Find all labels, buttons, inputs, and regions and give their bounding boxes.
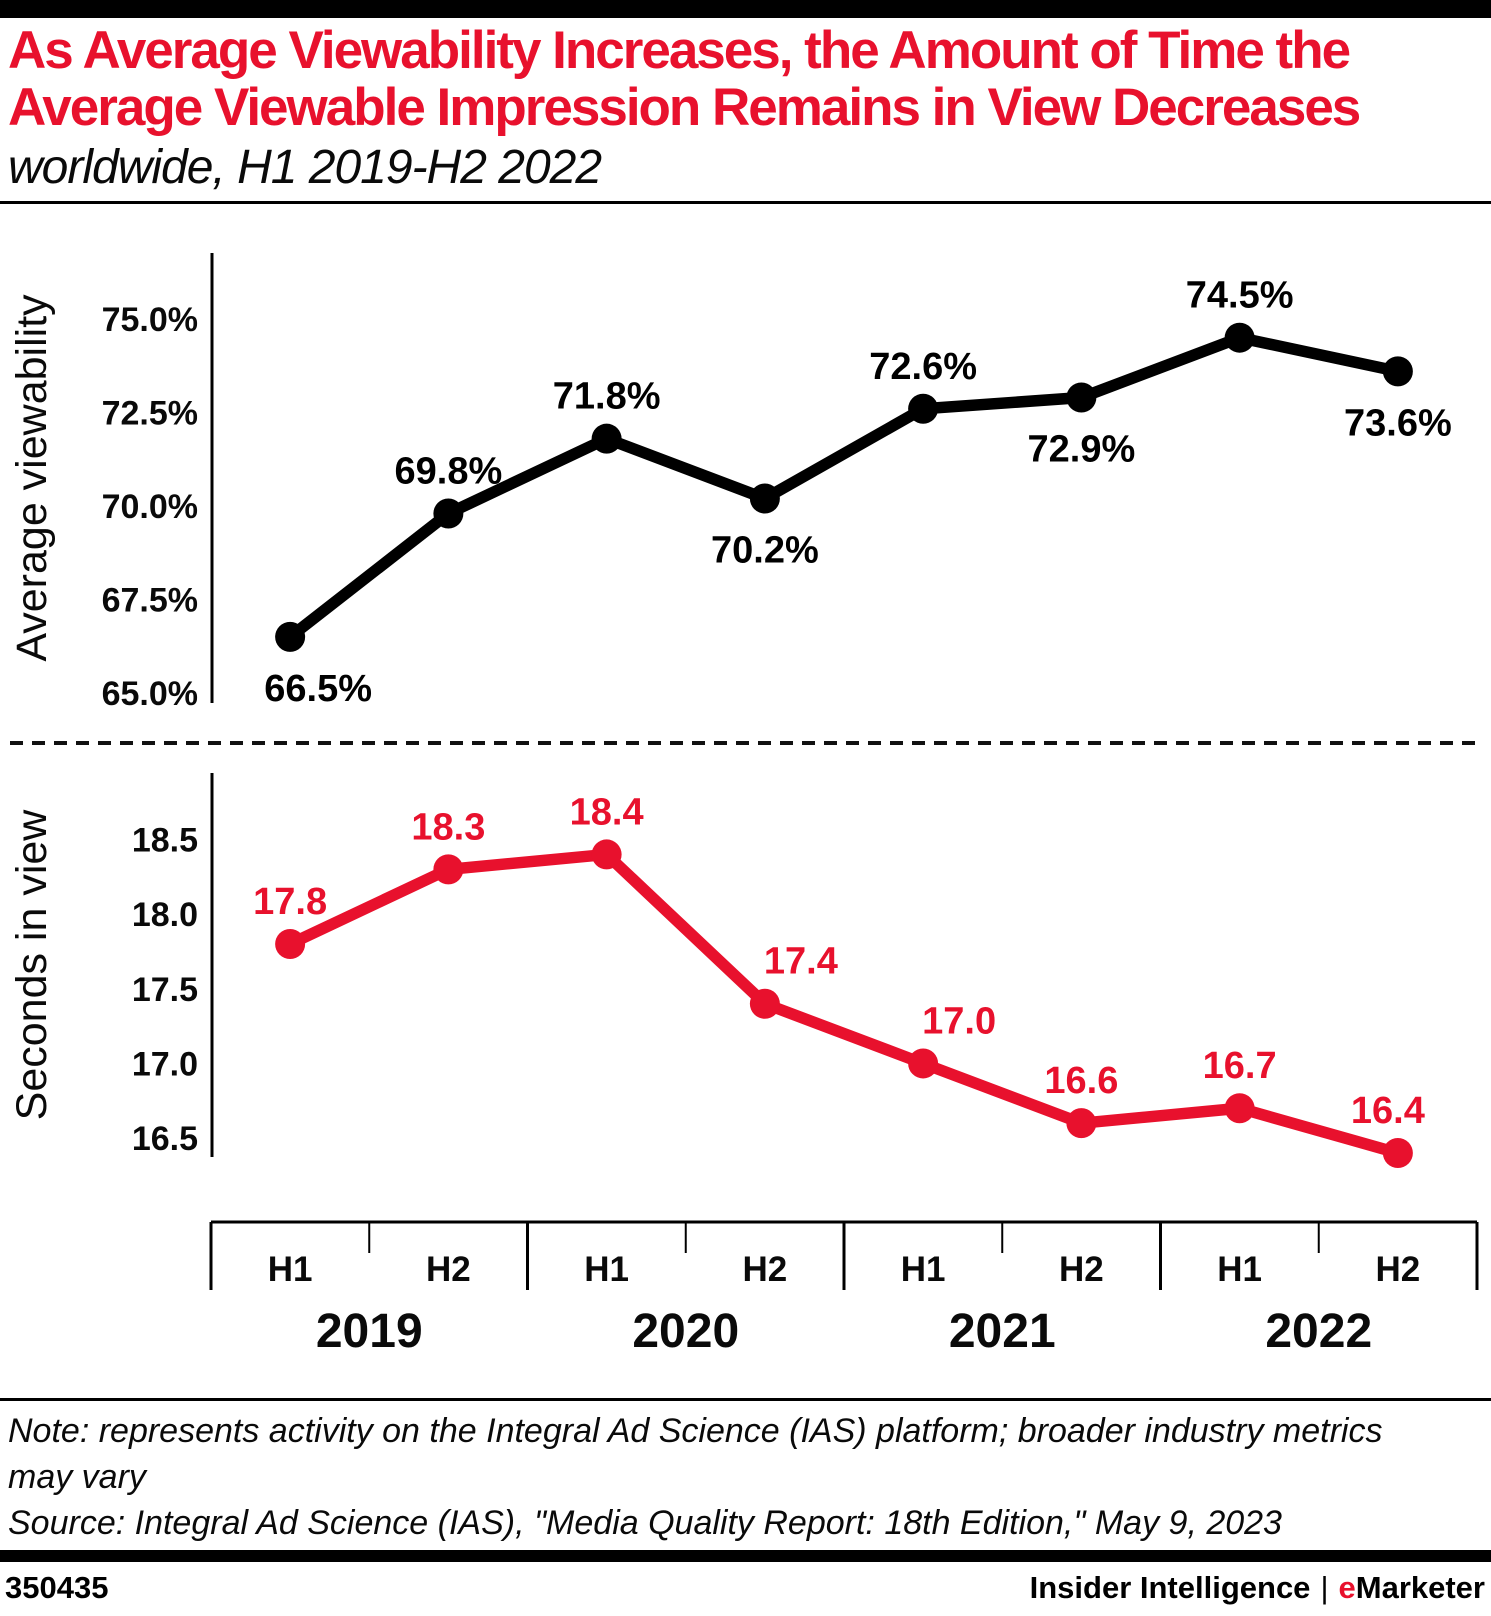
average-viewability-data-label: 72.6% <box>869 346 977 388</box>
average-viewability-data-label: 70.2% <box>711 530 819 572</box>
top-black-bar <box>0 0 1491 18</box>
seconds-in-view-data-label: 16.6 <box>1044 1060 1118 1102</box>
seconds-in-view-data-point <box>433 854 464 885</box>
footer-black-bar <box>0 1550 1491 1562</box>
average-viewability-data-label: 66.5% <box>264 668 372 710</box>
seconds-in-view-y-tick-label: 17.0 <box>132 1045 198 1083</box>
average-viewability-data-point <box>749 483 780 514</box>
average-viewability-data-point <box>1224 322 1255 353</box>
seconds-in-view-data-label: 17.4 <box>764 941 838 983</box>
average-viewability-data-point <box>591 423 622 454</box>
average-viewability-y-tick-label: 65.0% <box>102 675 198 713</box>
seconds-in-view-data-label: 16.4 <box>1351 1090 1425 1132</box>
note-text: Note: represents activity on the Integra… <box>8 1412 1383 1496</box>
average-viewability-data-label: 72.9% <box>1028 429 1136 471</box>
average-viewability-data-point <box>1382 356 1413 387</box>
seconds-in-view-data-point <box>908 1048 939 1079</box>
chart-title-line2: Average Viewable Impression Remains in V… <box>8 78 1361 137</box>
average-viewability-data-label: 73.6% <box>1344 402 1452 444</box>
average-viewability-data-point <box>433 498 464 529</box>
chart-title-line1: As Average Viewability Increases, the Am… <box>8 21 1351 80</box>
x-axis-half-year-label: H1 <box>584 1250 629 1289</box>
brand-insider-intelligence: Insider Intelligence <box>1029 1570 1311 1605</box>
average-viewability-data-label: 69.8% <box>395 450 503 492</box>
x-axis-half-year-label: H1 <box>1217 1250 1262 1289</box>
x-axis-year-label: 2020 <box>632 1305 739 1358</box>
seconds-in-view-data-label: 16.7 <box>1203 1045 1277 1087</box>
brand-separator: | <box>1320 1570 1329 1605</box>
note-source-block: Note: represents activity on the Integra… <box>8 1408 1388 1546</box>
seconds-in-view-data-label: 18.3 <box>411 806 485 848</box>
x-axis-half-year-label: H2 <box>426 1250 471 1289</box>
x-axis-half-year-label: H1 <box>268 1250 313 1289</box>
average-viewability-data-point <box>1066 382 1097 413</box>
x-axis-year-label: 2022 <box>1265 1305 1372 1358</box>
average-viewability-y-tick-label: 72.5% <box>102 395 198 433</box>
seconds-in-view-data-point <box>275 929 306 960</box>
seconds-in-view-data-point <box>1066 1108 1097 1139</box>
average-viewability-data-label: 74.5% <box>1186 275 1294 317</box>
brand-line: Insider Intelligence | eMarketer <box>1030 1570 1485 1606</box>
seconds-in-view-data-point <box>591 839 622 870</box>
x-axis-half-year-label: H1 <box>901 1250 946 1289</box>
x-axis-year-label: 2019 <box>316 1305 423 1358</box>
average-viewability-data-point <box>275 621 306 652</box>
x-axis-half-year-label: H2 <box>1376 1250 1421 1289</box>
seconds-in-view-y-axis-title: Seconds in view <box>8 809 56 1121</box>
seconds-in-view-data-point <box>749 988 780 1019</box>
average-viewability-data-point <box>908 393 939 424</box>
brand-emarketer-e: e <box>1338 1570 1356 1605</box>
seconds-in-view-y-tick-label: 16.5 <box>132 1120 198 1158</box>
seconds-in-view-data-label: 18.4 <box>570 791 644 833</box>
seconds-in-view-data-label: 17.0 <box>922 1000 996 1042</box>
x-axis-half-year-label: H2 <box>743 1250 788 1289</box>
x-axis-year-label: 2021 <box>949 1305 1056 1358</box>
seconds-in-view-y-tick-label: 18.0 <box>132 896 198 934</box>
average-viewability-y-tick-label: 67.5% <box>102 582 198 620</box>
footer-rule <box>0 1398 1491 1401</box>
average-viewability-series-line <box>284 331 1404 643</box>
average-viewability-data-label: 71.8% <box>553 376 661 418</box>
chart-title: As Average Viewability Increases, the Am… <box>8 22 1488 136</box>
header-rule <box>0 201 1491 204</box>
source-text: Source: Integral Ad Science (IAS), "Medi… <box>8 1504 1282 1542</box>
seconds-in-view-series-line <box>284 848 1404 1159</box>
seconds-in-view-data-label: 17.8 <box>253 881 327 923</box>
average-viewability-y-tick-label: 75.0% <box>102 301 198 339</box>
seconds-in-view-data-point <box>1382 1138 1413 1169</box>
seconds-in-view-y-tick-label: 18.5 <box>132 822 198 860</box>
average-viewability-y-axis-title: Average viewability <box>8 294 56 662</box>
chart-subtitle: worldwide, H1 2019-H2 2022 <box>8 141 602 194</box>
average-viewability-y-tick-label: 70.0% <box>102 488 198 526</box>
x-axis-half-year-label: H2 <box>1059 1250 1104 1289</box>
seconds-in-view-data-point <box>1224 1093 1255 1124</box>
chart-id: 350435 <box>5 1570 109 1605</box>
seconds-in-view-y-tick-label: 17.5 <box>132 971 198 1009</box>
brand-emarketer-rest: Marketer <box>1355 1570 1485 1605</box>
